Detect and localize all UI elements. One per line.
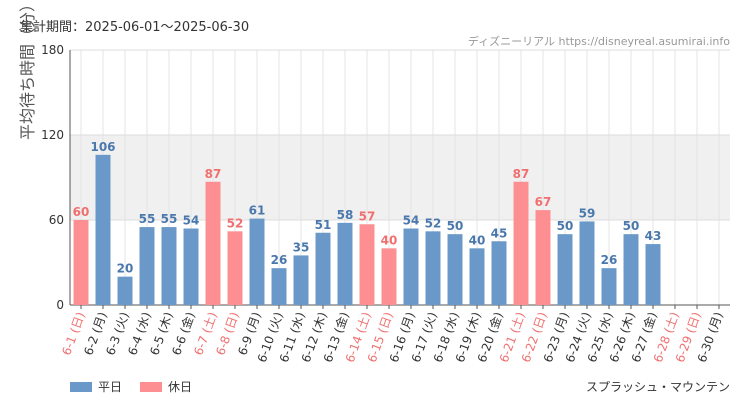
bar-value-label: 40 [469, 233, 486, 247]
bar [469, 248, 485, 305]
bar [205, 181, 221, 305]
bar [117, 276, 133, 305]
shaded-band [70, 135, 730, 220]
bar-value-label: 52 [425, 216, 442, 230]
bar-value-label: 40 [381, 233, 398, 247]
bar [161, 227, 177, 305]
bar-value-label: 61 [249, 204, 266, 218]
source-credit: ディズニーリアル https://disneyreal.asumirai.inf… [467, 35, 730, 48]
legend-label-weekday: 平日 [98, 380, 123, 394]
bar-value-label: 35 [293, 240, 310, 254]
bar [315, 232, 331, 305]
bar-value-label: 51 [315, 218, 332, 232]
bar-value-label: 59 [579, 206, 596, 220]
bar [601, 268, 617, 305]
bar [403, 228, 419, 305]
bar [249, 218, 265, 305]
legend-item-weekday: 平日 [70, 378, 122, 395]
bar [139, 227, 155, 305]
bar [623, 234, 639, 305]
legend-swatch-weekday [70, 381, 92, 392]
bar [73, 220, 89, 305]
bar [513, 181, 529, 305]
bar-value-label: 57 [359, 209, 376, 223]
attraction-name: スプラッシュ・マウンテン [585, 380, 730, 394]
legend-item-holiday: 休日 [140, 378, 192, 395]
bar-value-label: 45 [491, 226, 508, 240]
legend-label-holiday: 休日 [168, 380, 193, 394]
bar [645, 244, 661, 305]
bar-value-label: 87 [205, 167, 222, 181]
bar [381, 248, 397, 305]
bar [447, 234, 463, 305]
bar-value-label: 55 [139, 212, 156, 226]
bar-value-label: 106 [90, 140, 115, 154]
bar-value-label: 54 [183, 214, 200, 228]
bar-value-label: 58 [337, 208, 354, 222]
bar-value-label: 52 [227, 216, 244, 230]
bar [359, 224, 375, 305]
bar-value-label: 26 [271, 253, 288, 267]
bar-value-label: 43 [645, 229, 662, 243]
bar [95, 154, 111, 305]
period-label: 集計期間：2025-06-01～2025-06-30 [20, 20, 250, 35]
y-tick-label: 0 [56, 298, 64, 312]
bar [425, 231, 441, 305]
bar [183, 228, 199, 305]
bar [535, 210, 551, 305]
bar-value-label: 67 [535, 195, 552, 209]
bar [271, 268, 287, 305]
bar [579, 221, 595, 305]
legend-swatch-holiday [140, 381, 163, 392]
bar-value-label: 87 [513, 167, 530, 181]
bar [293, 255, 309, 305]
legend: 平日 休日 [70, 378, 192, 395]
bar [337, 222, 353, 305]
bar-value-label: 60 [73, 205, 90, 219]
bar-value-label: 50 [557, 219, 574, 233]
bar [557, 234, 573, 305]
y-tick-label: 60 [49, 213, 64, 227]
bar-value-label: 50 [623, 219, 640, 233]
bar-value-label: 54 [403, 214, 420, 228]
bar [227, 231, 243, 305]
bar [491, 241, 507, 305]
bar-value-label: 55 [161, 212, 178, 226]
y-tick-label: 120 [41, 128, 64, 142]
y-tick-label: 180 [41, 43, 64, 57]
bar-value-label: 50 [447, 219, 464, 233]
bar-value-label: 20 [117, 262, 134, 276]
bar-value-label: 26 [601, 253, 618, 267]
